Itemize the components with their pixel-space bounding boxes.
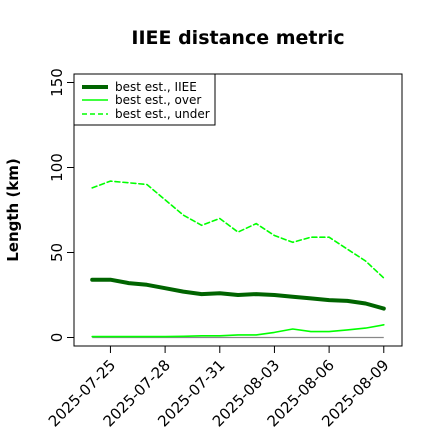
y-tick-label-2: 100 [48,153,66,182]
y-tick-label-3: 150 [48,68,66,97]
x-axis: 2025-07-252025-07-282025-07-312025-08-03… [45,346,393,430]
chart-title: IIEE distance metric [131,27,344,49]
plot-frame [73,73,403,347]
legend-label-iiee: best est., IIEE [115,80,197,94]
legend: best est., IIEE best est., over best est… [73,73,216,126]
series-line-0 [90,277,386,311]
y-axis-label: Length (km) [4,158,22,262]
y-tick-label-0: 0 [48,333,66,343]
series-line-2 [91,180,385,279]
y-axis: 0 50 100 150 [48,68,74,342]
series-line-1 [91,323,385,338]
legend-label-over: best est., over [115,93,201,107]
legend-label-under: best est., under [115,107,210,121]
y-tick-label-1: 50 [48,243,66,262]
